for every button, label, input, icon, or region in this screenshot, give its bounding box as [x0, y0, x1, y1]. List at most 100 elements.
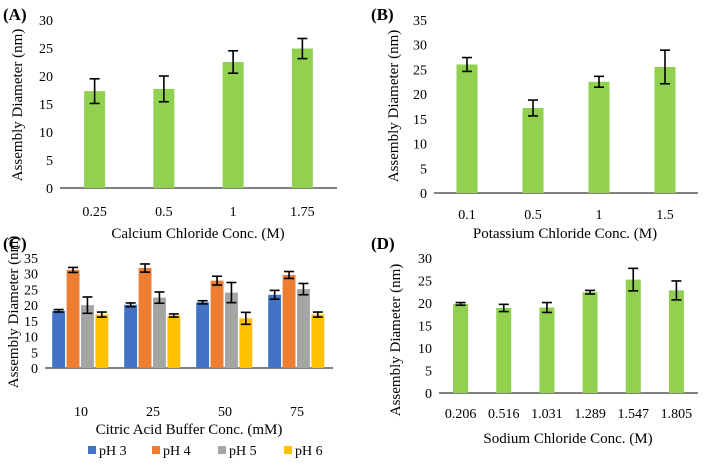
- x-tick-label: 10: [74, 405, 88, 420]
- legend-label: pH 5: [229, 444, 257, 459]
- y-tick-label: 35: [413, 14, 427, 29]
- y-tick-label: 30: [413, 39, 427, 54]
- bar: [282, 274, 296, 368]
- y-tick-label: 5: [46, 154, 53, 169]
- x-tick-label: 1: [596, 208, 603, 223]
- legend-swatch: [218, 446, 226, 454]
- bar: [196, 302, 210, 368]
- legend: pH 3 pH 4 pH 5 pH 6: [88, 444, 323, 459]
- legend-swatch: [284, 446, 292, 454]
- y-tick-label: 0: [46, 182, 53, 197]
- chart-panel-d: (D) 0 5 10 15 20 25 30 0.206 0.516 1.031 1.289 1.547…: [371, 234, 698, 447]
- y-tick-label: 15: [39, 98, 53, 113]
- bar: [582, 292, 598, 393]
- y-tick-label: 15: [418, 320, 432, 335]
- x-axis-title: Potassium Chloride Conc. (M): [473, 226, 657, 242]
- y-tick-label: 5: [420, 162, 427, 177]
- x-tick-label: 75: [290, 405, 304, 420]
- x-tick-label: 0.25: [82, 205, 107, 220]
- y-axis-title: Assembly Diameter (nm): [386, 30, 402, 182]
- legend-label: pH 6: [295, 444, 323, 459]
- y-tick-label: 0: [425, 387, 432, 402]
- x-tick-label: 0.1: [458, 208, 476, 223]
- y-tick-label: 25: [413, 63, 427, 78]
- y-tick-label: 20: [24, 299, 38, 314]
- bar: [95, 314, 109, 368]
- bar: [654, 66, 676, 193]
- y-tick-label: 30: [418, 252, 432, 267]
- x-tick-label: 0.516: [488, 407, 520, 422]
- y-tick-label: 20: [418, 297, 432, 312]
- chart-panel-a: (A) 0 5 10 15 20 25 30 0.25 0.5 1 1.75 Calcium Chlor…: [3, 5, 337, 242]
- y-tick-label: 5: [425, 365, 432, 380]
- x-tick-label: 1.547: [618, 407, 650, 422]
- bar: [625, 279, 641, 393]
- bar: [222, 62, 244, 188]
- x-tick-label: 0.5: [155, 205, 173, 220]
- y-tick-label: 10: [418, 342, 432, 357]
- bar: [239, 318, 253, 368]
- y-tick-label: 20: [413, 88, 427, 103]
- bar: [225, 292, 238, 368]
- bar: [297, 289, 310, 368]
- x-tick-label: 0.206: [445, 407, 477, 422]
- x-tick-label: 1.75: [290, 205, 315, 220]
- y-tick-label: 5: [31, 346, 38, 361]
- x-axis-title: Sodium Chloride Conc. (M): [483, 431, 652, 447]
- y-tick-label: 10: [39, 126, 53, 141]
- bar: [588, 81, 610, 193]
- bar: [81, 305, 94, 368]
- x-tick-label: 1.805: [661, 407, 693, 422]
- bar: [496, 307, 512, 393]
- bar: [268, 294, 282, 368]
- bar: [522, 107, 544, 193]
- y-tick-label: 25: [418, 275, 432, 290]
- bar: [66, 269, 80, 368]
- legend-label: pH 3: [99, 444, 127, 459]
- y-tick-label: 35: [24, 252, 38, 267]
- panel-label: (C): [3, 234, 27, 253]
- y-tick-label: 15: [24, 315, 38, 330]
- x-tick-label: 1.289: [574, 407, 606, 422]
- panel-label: (D): [371, 234, 395, 253]
- x-tick-label: 1: [230, 205, 237, 220]
- y-tick-label: 15: [413, 113, 427, 128]
- bar: [539, 307, 555, 393]
- bar: [291, 48, 313, 189]
- bar: [153, 88, 175, 188]
- x-tick-label: 1.031: [531, 407, 563, 422]
- bar: [84, 91, 106, 188]
- y-tick-label: 10: [413, 138, 427, 153]
- y-tick-label: 25: [39, 42, 53, 57]
- bar: [453, 303, 469, 393]
- y-tick-label: 25: [24, 283, 38, 298]
- x-tick-label: 50: [218, 405, 232, 420]
- y-axis-title: Assembly Diameter (nm): [6, 236, 22, 388]
- legend-swatch: [88, 446, 96, 454]
- x-axis-title: Citric Acid Buffer Conc. (mM): [96, 422, 283, 438]
- bar: [210, 280, 224, 368]
- bar: [138, 268, 152, 368]
- bar: [456, 64, 478, 193]
- y-tick-label: 20: [39, 70, 53, 85]
- x-tick-label: 0.5: [524, 208, 542, 223]
- x-tick-label: 25: [146, 405, 160, 420]
- y-tick-label: 0: [420, 187, 427, 202]
- x-tick-label: 1.5: [656, 208, 674, 223]
- legend-swatch: [152, 446, 160, 454]
- y-axis-title: Assembly Diameter (nm): [10, 29, 26, 181]
- y-tick-label: 30: [24, 268, 38, 283]
- x-axis-title: Calcium Chloride Conc. (M): [111, 226, 284, 242]
- panel-label: (B): [371, 5, 394, 24]
- y-tick-label: 0: [31, 362, 38, 377]
- y-tick-label: 30: [39, 14, 53, 29]
- bar: [124, 304, 138, 368]
- bar: [167, 315, 181, 368]
- bar: [311, 314, 325, 368]
- y-tick-label: 10: [24, 331, 38, 346]
- y-axis-title: Assembly Diameter (nm): [388, 264, 404, 416]
- bar: [52, 310, 66, 368]
- legend-label: pH 4: [163, 444, 191, 459]
